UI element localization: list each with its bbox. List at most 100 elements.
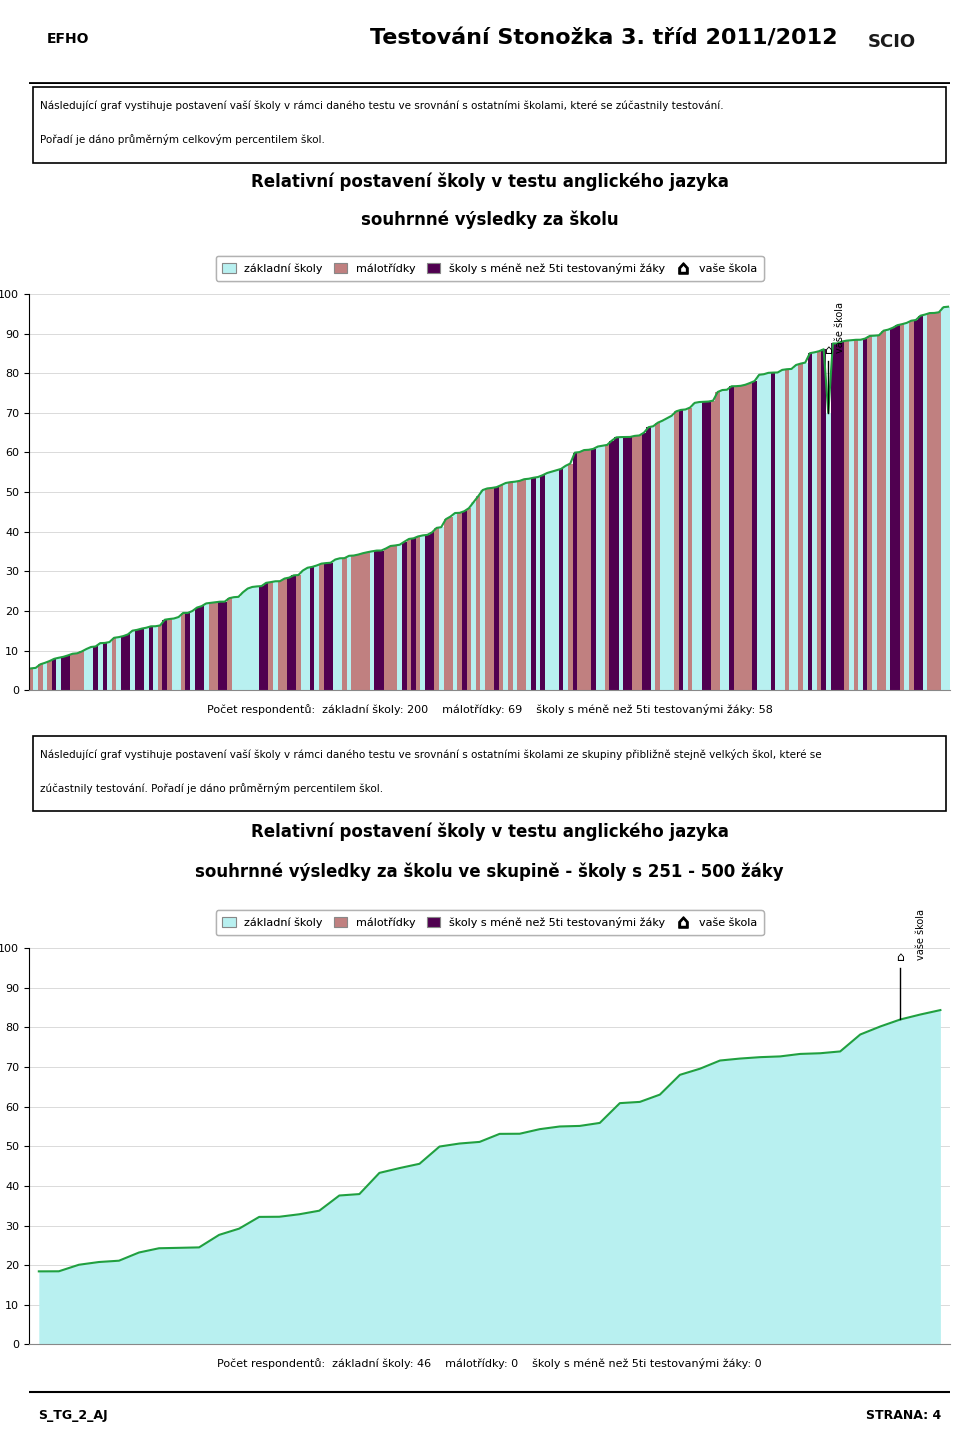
Bar xyxy=(600,446,605,690)
Bar xyxy=(254,587,259,690)
Bar xyxy=(434,527,439,690)
Bar xyxy=(669,416,674,690)
Bar xyxy=(149,626,154,690)
Bar xyxy=(900,324,904,690)
Bar xyxy=(324,564,328,690)
Bar xyxy=(57,658,61,690)
Text: Pořadí je dáno průměrným celkovým percentilem škol.: Pořadí je dáno průměrným celkovým percen… xyxy=(40,134,324,145)
Bar xyxy=(572,453,577,690)
Bar xyxy=(223,602,227,690)
Bar xyxy=(937,312,941,690)
Bar xyxy=(338,558,342,690)
Bar xyxy=(605,445,610,690)
Bar xyxy=(397,545,402,690)
Bar xyxy=(835,343,840,690)
Bar xyxy=(425,535,430,690)
Bar xyxy=(476,497,480,690)
Bar xyxy=(273,581,277,690)
Text: vaše škola: vaše škola xyxy=(835,302,845,353)
Bar xyxy=(351,555,356,690)
Bar xyxy=(361,554,365,690)
Bar xyxy=(886,330,891,690)
Bar xyxy=(909,321,914,690)
Bar xyxy=(830,343,835,690)
Text: EFHO: EFHO xyxy=(47,32,89,46)
Bar xyxy=(287,578,292,690)
Bar xyxy=(738,386,743,690)
Bar xyxy=(328,562,333,690)
Text: vaše škola: vaše škola xyxy=(917,910,926,960)
Bar xyxy=(296,575,300,690)
Bar xyxy=(38,664,42,690)
Bar xyxy=(52,658,57,690)
Bar xyxy=(453,513,457,690)
Bar xyxy=(388,546,393,690)
Bar xyxy=(356,555,361,690)
Bar xyxy=(384,548,388,690)
Legend: základní školy, málotřídky, školy s méně než 5ti testovanými žáky, vaše škola: základní školy, málotřídky, školy s méně… xyxy=(216,256,763,280)
Bar xyxy=(849,340,853,690)
Bar xyxy=(65,655,70,690)
Bar xyxy=(213,603,218,690)
Bar xyxy=(660,421,664,690)
Bar xyxy=(822,349,826,690)
Bar xyxy=(853,340,858,690)
Bar xyxy=(379,551,384,690)
Bar xyxy=(259,586,264,690)
Bar xyxy=(651,426,656,690)
Text: Následující graf vystihuje postavení vaší školy v rámci daného testu ve srovnání: Následující graf vystihuje postavení vaš… xyxy=(40,750,822,760)
Bar xyxy=(292,575,296,690)
Bar xyxy=(526,478,531,690)
Bar xyxy=(725,389,730,690)
Bar xyxy=(480,490,485,690)
Bar xyxy=(761,375,766,690)
Bar xyxy=(918,315,923,690)
Bar xyxy=(490,488,494,690)
Bar xyxy=(826,413,830,690)
Bar xyxy=(720,389,725,690)
Text: Počet respondentů:  základní školy: 46    málotřídky: 0    školy s méně než 5ti : Počet respondentů: základní školy: 46 má… xyxy=(217,1359,762,1369)
Bar xyxy=(540,475,545,690)
Bar xyxy=(513,482,517,690)
Bar xyxy=(250,587,254,690)
Bar xyxy=(347,556,351,690)
Bar xyxy=(868,336,872,690)
Bar xyxy=(756,375,761,690)
Bar xyxy=(154,626,157,690)
Bar xyxy=(872,336,876,690)
Bar xyxy=(103,642,108,690)
Bar xyxy=(157,625,162,690)
Bar xyxy=(730,386,733,690)
Bar xyxy=(923,314,927,690)
Bar xyxy=(457,513,462,690)
Bar xyxy=(305,568,310,690)
Bar xyxy=(618,437,623,690)
Bar xyxy=(231,597,236,690)
Text: Počet respondentů:  základní školy: 200    málotřídky: 69    školy s méně než 5t: Počet respondentů: základní školy: 200 m… xyxy=(206,705,773,715)
Bar xyxy=(679,410,684,690)
Bar xyxy=(503,482,508,690)
Bar xyxy=(319,564,324,690)
Text: ⌂: ⌂ xyxy=(897,952,904,963)
Bar xyxy=(577,452,582,690)
Bar xyxy=(684,410,687,690)
Bar xyxy=(863,339,868,690)
Bar xyxy=(471,503,476,690)
Bar xyxy=(803,363,807,690)
Bar xyxy=(776,372,780,690)
Bar xyxy=(743,385,748,690)
Bar xyxy=(204,603,208,690)
Text: souhrnné výsledky za školu: souhrnné výsledky za školu xyxy=(361,211,618,228)
Bar xyxy=(568,464,572,690)
Bar xyxy=(932,312,937,690)
Bar xyxy=(131,631,134,690)
Text: souhrnné výsledky za školu ve skupině - školy s 251 - 500 žáky: souhrnné výsledky za školu ve skupině - … xyxy=(195,862,784,881)
Bar xyxy=(817,352,822,690)
Bar xyxy=(190,612,195,690)
Bar xyxy=(264,583,269,690)
Text: SCIO: SCIO xyxy=(868,33,916,51)
Bar xyxy=(637,436,641,690)
Bar xyxy=(195,607,200,690)
Text: Relativní postavení školy v testu anglického jazyka: Relativní postavení školy v testu anglic… xyxy=(251,822,729,841)
Bar xyxy=(692,402,697,690)
